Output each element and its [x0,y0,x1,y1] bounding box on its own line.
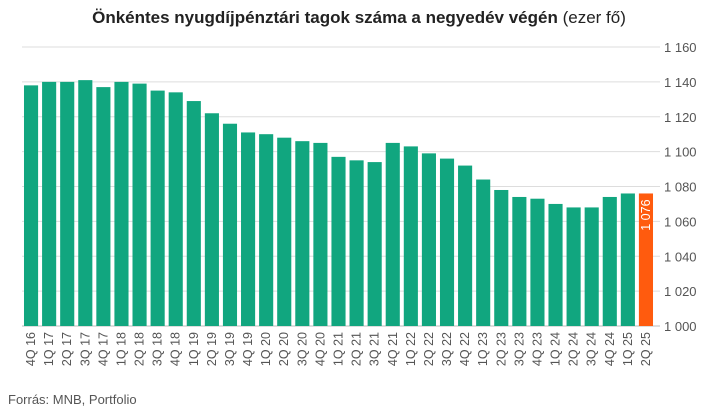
x-tick-label: 4Q 22 [458,332,472,366]
bar [42,81,57,326]
y-axis-ticks: 1 000 1 020 1 040 1 060 1 080 1 100 1 120 1 140… [664,40,697,334]
y-tick-label: 1 080 [664,180,697,195]
bar [620,193,635,326]
bar [421,153,436,326]
bar [494,189,509,326]
bar [548,203,563,326]
bar [259,134,274,326]
bar [241,132,256,326]
bar [367,162,382,326]
x-tick-label: 3Q 19 [223,332,237,366]
bar [295,141,310,326]
x-tick-label: 4Q 20 [313,332,327,366]
x-tick-label: 2Q 21 [350,332,364,366]
data-label: 1 076 [639,199,653,230]
bar [23,85,39,326]
x-tick-label: 2Q 19 [205,332,219,366]
x-tick-label: 1Q 17 [42,332,56,366]
y-tick-label: 1 140 [664,75,697,90]
x-tick-label: 1Q 22 [404,332,418,366]
bar [566,207,581,326]
bar [602,196,617,326]
source-note: Forrás: MNB, Portfolio [8,392,137,407]
bar [60,81,75,326]
x-tick-label: 4Q 21 [386,332,400,366]
bar [132,83,147,327]
x-tick-label: 2Q 24 [567,332,581,366]
x-tick-label: 2Q 22 [422,332,436,366]
x-tick-label: 2Q 17 [60,332,74,366]
x-tick-label: 4Q 17 [96,332,110,366]
bar-highlighted [638,193,654,326]
x-tick-label: 2Q 20 [277,332,291,366]
x-tick-label: 3Q 24 [585,332,599,366]
x-axis-ticks: 4Q 16 1Q 17 2Q 17 3Q 17 4Q 17 1Q 18 2Q 18 3Q 18… [24,332,653,366]
chart-title-main: Önkéntes nyugdíjpénztári tagok száma a n… [92,8,558,27]
chart-title: Önkéntes nyugdíjpénztári tagok száma a n… [0,8,718,28]
x-tick-label: 1Q 20 [259,332,273,366]
x-tick-label: 2Q 25 [639,332,653,366]
x-tick-label: 4Q 19 [241,332,255,366]
bar [313,142,328,326]
x-tick-label: 3Q 17 [78,332,92,366]
bar [222,123,238,326]
bar [114,81,129,326]
bars: 1 076 [23,80,654,327]
bar [186,101,201,327]
x-tick-label: 2Q 18 [133,332,147,366]
bar [168,92,183,327]
x-tick-label: 3Q 20 [295,332,309,366]
bar [204,113,219,326]
x-tick-label: 1Q 25 [621,332,635,366]
bar [385,142,400,326]
y-tick-label: 1 000 [664,319,697,334]
bar [403,146,418,326]
bar [150,90,165,326]
bar [96,87,111,326]
bar [530,198,545,326]
y-tick-label: 1 160 [664,40,697,55]
x-tick-label: 4Q 24 [603,332,617,366]
x-tick-label: 2Q 23 [494,332,508,366]
x-tick-label: 4Q 18 [169,332,183,366]
x-tick-label: 3Q 23 [512,332,526,366]
bar [331,156,346,326]
y-tick-label: 1 120 [664,110,697,125]
x-tick-label: 3Q 18 [151,332,165,366]
bar [512,196,527,326]
chart-title-unit: (ezer fő) [562,8,626,27]
x-tick-label: 3Q 22 [440,332,454,366]
x-tick-label: 1Q 21 [332,332,346,366]
y-tick-label: 1 060 [664,214,697,229]
x-tick-label: 1Q 24 [549,332,563,366]
bar [458,165,473,326]
y-tick-label: 1 100 [664,145,697,160]
x-tick-label: 4Q 23 [530,332,544,366]
bar [277,137,292,326]
y-tick-label: 1 020 [664,284,697,299]
y-tick-label: 1 040 [664,249,697,264]
x-tick-label: 4Q 16 [24,332,38,366]
x-tick-label: 1Q 19 [187,332,201,366]
bar [349,160,364,326]
x-tick-label: 1Q 23 [476,332,490,366]
x-tick-label: 3Q 21 [368,332,382,366]
bar [439,158,455,326]
bar [584,207,599,326]
bar [476,179,491,326]
x-tick-label: 1Q 18 [114,332,128,366]
bar [78,80,93,326]
